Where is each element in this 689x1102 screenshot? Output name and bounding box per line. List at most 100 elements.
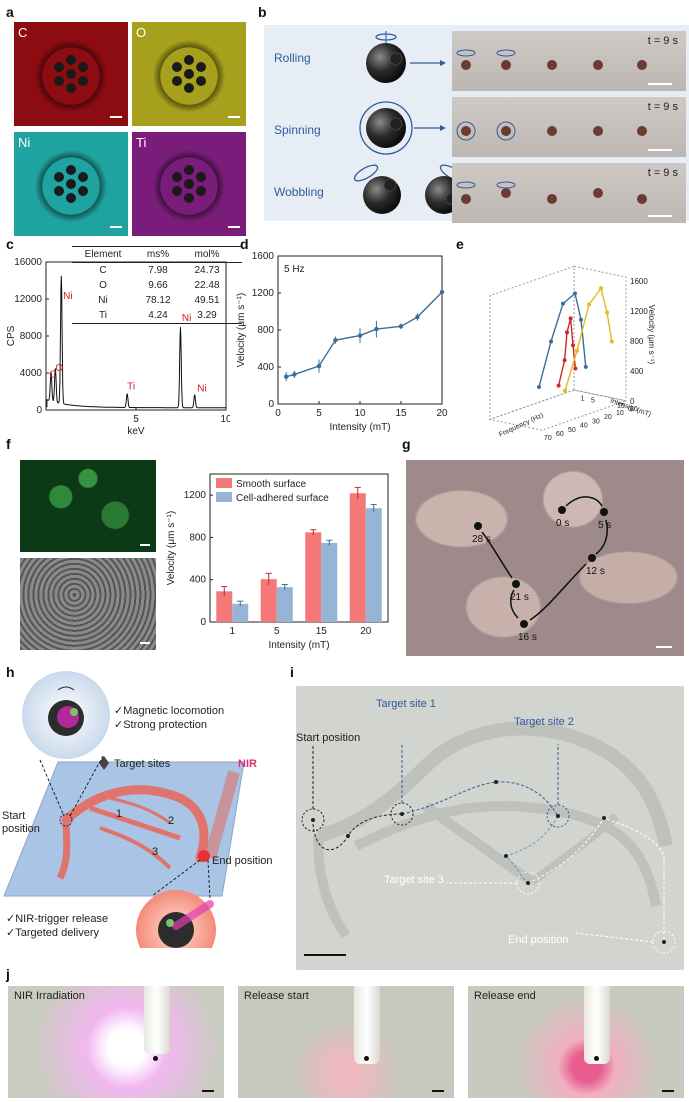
- motion-schematics: [353, 31, 465, 214]
- table-cell: Ni: [98, 295, 108, 306]
- target-sites-label: Target sites: [114, 758, 171, 770]
- table-row: Ni 78.12 49.51: [72, 293, 242, 308]
- scale-bar: [656, 646, 672, 648]
- x-tick-label: 20: [604, 414, 612, 421]
- panel-label-h: h: [6, 664, 15, 680]
- series-line: [557, 318, 577, 386]
- data-point: [575, 348, 579, 353]
- bar: [232, 603, 249, 622]
- plot-frame: [209, 473, 389, 623]
- data-point: [562, 358, 567, 363]
- panel-label-d: d: [240, 236, 249, 252]
- scale-bar: [110, 116, 122, 118]
- x-tick-label: 15: [395, 408, 407, 419]
- x-tick-label: 20: [436, 408, 448, 419]
- bar: [276, 587, 293, 622]
- y-axis-label: CPS: [6, 325, 17, 346]
- i-end-label: End position: [508, 934, 569, 946]
- release-caption: Release start: [244, 990, 309, 1002]
- release-photo-1: NIR Irradiation: [8, 986, 224, 1098]
- table-cell: Ti: [99, 310, 107, 321]
- data-point: [556, 383, 561, 388]
- x-tick-label: 0: [628, 406, 632, 413]
- series-line: [286, 291, 443, 378]
- i-start-label: Start position: [296, 732, 361, 744]
- table-row: C 7.98 24.73: [72, 263, 242, 278]
- target-sites-icon: [99, 756, 109, 770]
- data-point: [609, 339, 614, 344]
- bar: [349, 493, 366, 622]
- y-tick-label: 1200: [184, 490, 207, 501]
- legend-label: Cell-adhered surface: [236, 493, 329, 504]
- legend-label: Smooth surface: [236, 479, 306, 490]
- microrobot-dot: [594, 1056, 599, 1061]
- table-row: O 9.66 22.48: [72, 278, 242, 293]
- i-site2-label: Target site 2: [514, 716, 574, 728]
- table-cell: 9.66: [148, 280, 168, 291]
- nir-label: NIR: [238, 758, 257, 770]
- y-tick-label: 1200: [252, 288, 275, 299]
- bar: [216, 591, 233, 622]
- x-axis-label: Intensity (mT): [268, 640, 329, 651]
- panel-label-e: e: [456, 236, 464, 252]
- panel-label-i: i: [290, 664, 294, 680]
- y-tick-label: 800: [189, 532, 206, 543]
- eds-map-label: Ni: [18, 135, 31, 150]
- data-point: [316, 363, 322, 369]
- peak-label: Ti: [127, 382, 135, 393]
- data-point: [549, 339, 553, 344]
- eds-map-label: O: [136, 25, 147, 40]
- panel-label-b: b: [258, 4, 267, 20]
- axis-floor: [488, 389, 628, 431]
- x-axis-label: Frequency (Hz): [498, 412, 545, 439]
- scale-bar: [110, 226, 122, 228]
- x-axis-label: Intensity (mT): [329, 422, 390, 433]
- scale-bar: [202, 1090, 214, 1092]
- time-label: t = 9 s: [647, 35, 678, 47]
- data-point: [561, 301, 565, 306]
- x-tick-label: 20: [360, 626, 372, 637]
- data-point: [563, 388, 567, 393]
- series-line: [564, 286, 613, 392]
- blood-vessel-network: [61, 785, 209, 863]
- scale-bar: [662, 1090, 674, 1092]
- data-point: [599, 286, 603, 291]
- cell-brightfield-image: [20, 558, 156, 650]
- peak-label: C: [49, 370, 56, 381]
- y-tick-label: 800: [630, 337, 644, 346]
- data-point: [374, 326, 379, 332]
- x-tick-label: 70: [544, 435, 552, 440]
- velocity-3d-chart: 0 400 800 1200 1600 0 10 20 30 40 50 60 70 1 5 15 20 Velo…: [488, 265, 656, 440]
- x-tick-label: 10: [616, 410, 624, 417]
- scale-bar: [304, 954, 346, 956]
- microrobot-dot: [153, 1056, 158, 1061]
- time-label: t = 9 s: [647, 167, 678, 179]
- data-point: [565, 330, 569, 335]
- trajectory-overlay: 0 s 5 s 12 s 16 s 21 s 28 s: [472, 496, 611, 643]
- fiber-tube: [354, 986, 380, 1064]
- data-point: [439, 289, 445, 295]
- x-tick-label: 1: [229, 626, 235, 637]
- motion-photo-spinning: t = 9 s: [452, 97, 686, 157]
- data-point: [357, 333, 363, 338]
- z-tick-label: 1: [581, 396, 585, 403]
- axis-wall: [573, 265, 627, 402]
- data-point: [573, 366, 578, 371]
- y-tick-label: 8000: [20, 331, 43, 342]
- x-tick-label: 0: [275, 408, 281, 419]
- x-tick-label: 40: [580, 423, 588, 430]
- data-point: [537, 385, 541, 389]
- scale-bar: [648, 149, 672, 151]
- table-header-row: Element ms% mol%: [72, 246, 242, 263]
- table-cell: 78.12: [145, 295, 171, 306]
- data-point: [573, 291, 577, 296]
- y-tick-label: 800: [257, 325, 274, 336]
- site-2-label: 2: [168, 815, 175, 827]
- eds-map-o: O: [132, 22, 246, 126]
- data-point: [571, 343, 575, 348]
- panel-label-a: a: [6, 4, 14, 20]
- table-cell: 24.73: [194, 265, 220, 276]
- table-cell: 3.29: [197, 310, 217, 321]
- eds-map-c: C: [14, 22, 128, 126]
- table-row: Ti 4.24 3.29: [72, 308, 242, 324]
